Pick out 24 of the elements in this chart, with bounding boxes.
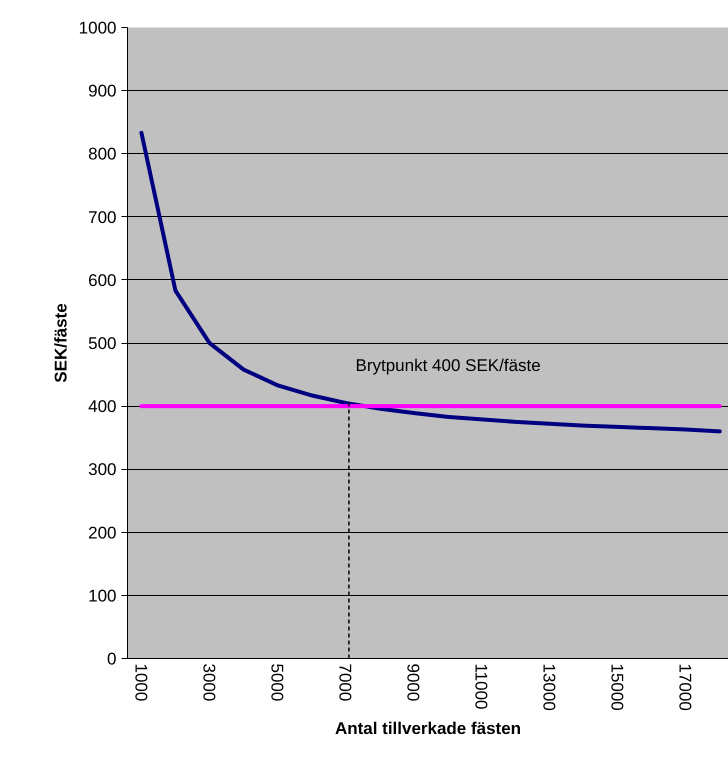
y-tick-label: 0 xyxy=(107,650,117,668)
x-tick-label: 9000 xyxy=(404,664,423,702)
y-tick-label: 100 xyxy=(88,586,117,606)
annotation: Brytpunkt 400 SEK/fäste xyxy=(356,356,541,375)
y-tick-label: 800 xyxy=(88,144,117,164)
x-tick-label: 5000 xyxy=(267,664,286,702)
x-tick-label: 7000 xyxy=(336,664,355,702)
x-axis-title: Antal tillverkade fästen xyxy=(334,718,522,738)
y-tick-label: 400 xyxy=(88,397,117,416)
y-tick-label: 500 xyxy=(88,334,117,353)
x-tick-label: 3000 xyxy=(199,664,218,702)
y-tick-label: 300 xyxy=(88,460,117,480)
x-tick-label: 17000 xyxy=(676,664,695,711)
x-tick-label: 13000 xyxy=(540,664,559,711)
y-tick-label: 600 xyxy=(88,270,117,290)
y-tick-label: 700 xyxy=(88,208,117,227)
x-tick-label: 1000 xyxy=(131,664,150,702)
y-axis-title: SEK/fäste xyxy=(52,303,71,383)
y-tick-label: 1000 xyxy=(78,18,117,38)
y-tick-label: 900 xyxy=(88,82,117,101)
line-series xyxy=(139,130,722,434)
x-tick-label: 11000 xyxy=(472,664,491,710)
y-tick-label: 200 xyxy=(88,523,117,542)
x-tick-label: 15000 xyxy=(608,664,627,711)
